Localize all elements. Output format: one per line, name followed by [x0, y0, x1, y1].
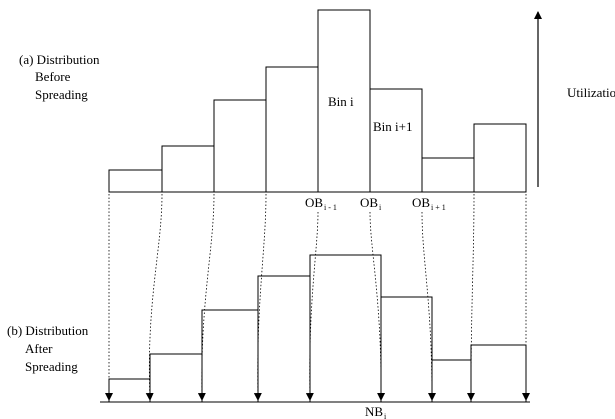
svg-text:OB: OB [360, 195, 378, 210]
after-bar-7 [431, 359, 472, 403]
before-bar-4 [265, 66, 319, 193]
before-label-line-2: Before [35, 69, 71, 84]
after-bar-8 [470, 344, 527, 403]
after-bar-5 [309, 254, 382, 403]
bin-i-label: Bin i [328, 94, 354, 109]
svg-text:i + 1: i + 1 [431, 203, 446, 212]
ob-i-minus-1-label: OB i - 1 [305, 195, 337, 212]
svg-text:OB: OB [412, 195, 430, 210]
mapping-arrows [105, 193, 530, 401]
before-bar-7 [421, 157, 475, 193]
after-bar-6 [380, 296, 433, 403]
ob-i-plus-1-label: OB i + 1 [412, 195, 446, 212]
before-bar-8 [473, 123, 527, 193]
before-label-line-1: (a) Distribution [19, 52, 100, 67]
after-bar-4 [257, 275, 311, 403]
before-bar-3 [213, 99, 267, 193]
mapping-arrow-2 [145, 193, 163, 401]
after-bar-3 [201, 309, 259, 403]
before-bar-bin-i-plus-1 [369, 88, 423, 193]
svg-text:i: i [384, 412, 387, 419]
after-label-line-2: After [25, 341, 53, 356]
after-label-line-1: (b) Distribution [7, 323, 89, 338]
mapping-arrow-5 [305, 211, 319, 401]
before-bar-2 [161, 145, 215, 193]
after-label-line-3: Spreading [25, 359, 78, 374]
bin-i-plus-1-label: Bin i+1 [373, 119, 412, 134]
after-bar-1 [108, 378, 151, 403]
svg-text:NB: NB [365, 404, 383, 419]
nb-i-label: NB i [365, 404, 387, 419]
before-label-line-3: Spreading [35, 87, 88, 102]
after-histogram [108, 254, 527, 403]
mapping-arrow-7 [421, 211, 436, 401]
utilization-label: Utilization [567, 85, 615, 100]
mapping-arrow-6 [369, 211, 386, 401]
ob-i-label: OB i [360, 195, 382, 212]
after-bar-2 [149, 353, 203, 403]
mapping-arrow-4 [253, 193, 267, 401]
svg-text:i - 1: i - 1 [324, 203, 337, 212]
before-histogram [108, 9, 527, 193]
svg-text:i: i [379, 203, 382, 212]
svg-text:OB: OB [305, 195, 323, 210]
before-bar-1 [108, 169, 163, 193]
mapping-arrow-3 [197, 193, 215, 401]
